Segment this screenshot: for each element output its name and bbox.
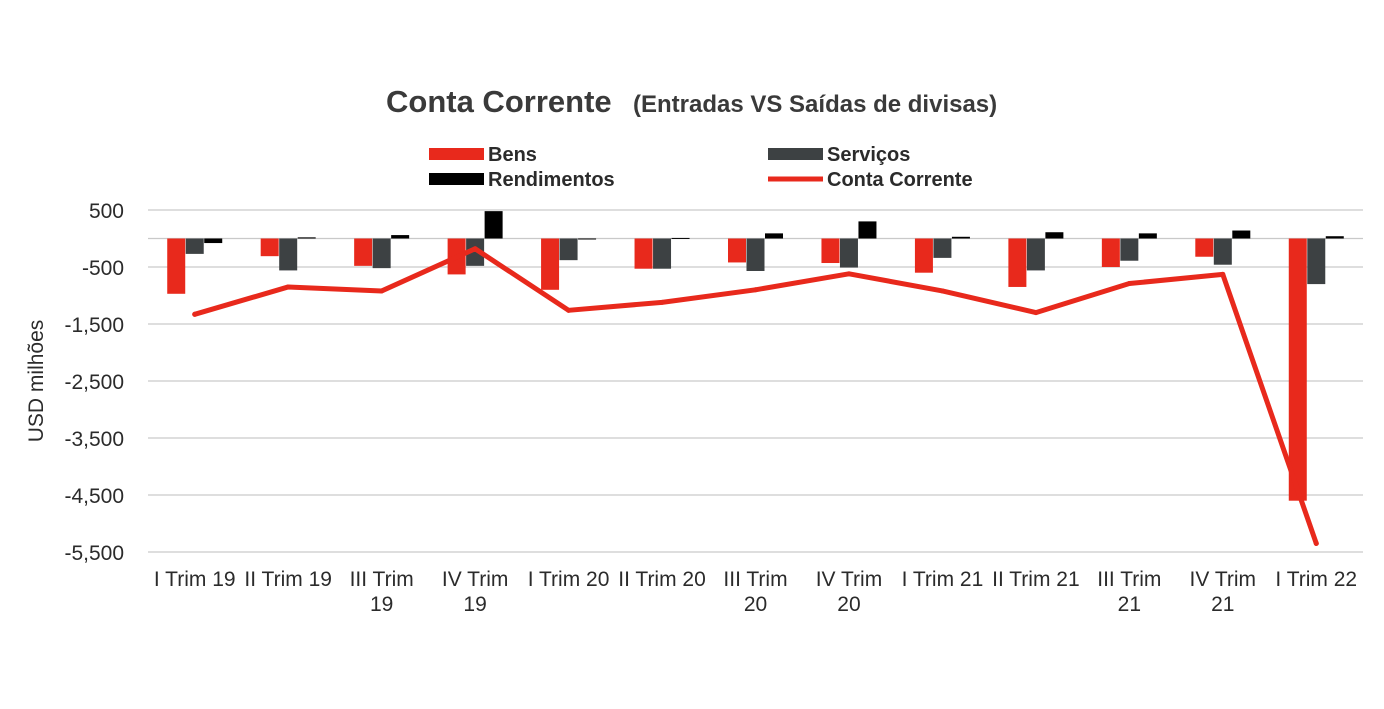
x-axis-ticks: I Trim 19 II Trim 19 III Trim 19 IV Trim 19 I … (154, 568, 1357, 616)
bar-servi-os (1120, 238, 1139, 261)
bar-rendimentos (858, 221, 877, 239)
bar-bens (260, 238, 279, 257)
y-axis-label: USD milhões (25, 320, 48, 443)
line-series (192, 246, 1319, 546)
line-point (1220, 271, 1226, 277)
legend-swatch (429, 173, 484, 185)
x-tick-label: IV Trim 19 (442, 568, 509, 616)
x-tick-label: I Trim 20 (528, 568, 610, 591)
bar-servi-os (653, 238, 672, 269)
y-tick-label: -500 (82, 257, 124, 280)
bar-servi-os (1026, 238, 1045, 271)
bar-servi-os (933, 238, 952, 258)
bar-servi-os (839, 238, 858, 268)
bar-bens (634, 238, 653, 269)
x-tick-label: I Trim 21 (902, 568, 984, 591)
bar-bens (1008, 238, 1027, 287)
legend-item: Conta Corrente (768, 169, 973, 191)
bar-rendimentos (765, 233, 783, 239)
bar-rendimentos (951, 236, 970, 239)
x-tick-label: III Trim 21 (1097, 568, 1161, 616)
bar-servi-os (185, 238, 204, 254)
bar-rendimentos (1138, 233, 1157, 239)
x-tick-label: II Trim 19 (244, 568, 332, 591)
bar-servi-os (746, 238, 765, 271)
bar-bens (821, 238, 840, 264)
line-point (1033, 310, 1039, 316)
chart-subtitle: (Entradas VS Saídas de divisas) (633, 91, 997, 118)
legend-label: Serviços (827, 144, 910, 166)
bar-bens (541, 238, 560, 290)
y-tick-label: -3,500 (64, 428, 124, 451)
legend-label: Rendimentos (488, 169, 615, 191)
bar-bens (1195, 238, 1214, 257)
legend-item: Rendimentos (429, 169, 615, 191)
chart-title: Conta Corrente (386, 84, 612, 119)
legend-label: Bens (488, 144, 537, 166)
x-tick-label: I Trim 22 (1275, 568, 1357, 591)
line-point (753, 287, 758, 293)
line-conta-corrente (192, 246, 1319, 546)
y-tick-label: -1,500 (64, 314, 124, 337)
bar-servi-os (1213, 238, 1232, 265)
bar-bens (167, 238, 186, 294)
bar-bens (1101, 238, 1120, 267)
line-point (939, 288, 945, 294)
bar-rendimentos (1325, 236, 1344, 239)
line-point (472, 246, 478, 252)
bar-rendimentos (1045, 232, 1064, 239)
bar-bens (728, 238, 746, 263)
bars (167, 211, 1344, 501)
legend-swatch (768, 148, 823, 160)
y-tick-label: -5,500 (64, 542, 124, 565)
bar-servi-os (279, 238, 298, 271)
bar-rendimentos (671, 237, 690, 239)
legend-item: Serviços (768, 144, 910, 166)
bar-rendimentos (391, 235, 410, 239)
x-tick-label: III Trim 20 (723, 568, 787, 616)
bar-bens (914, 238, 933, 273)
bar-servi-os (559, 238, 578, 261)
y-tick-label: -2,500 (64, 371, 124, 394)
line-point (1313, 540, 1319, 546)
bar-servi-os (466, 238, 485, 266)
bar-rendimentos (484, 211, 503, 239)
bar-servi-os (1307, 238, 1326, 285)
line-point (1126, 281, 1132, 287)
bar-rendimentos (297, 237, 316, 239)
x-tick-label: II Trim 20 (618, 568, 706, 591)
legend-item: Bens (429, 144, 537, 166)
bar-bens (1288, 238, 1307, 501)
line-point (379, 288, 385, 294)
x-tick-label: IV Trim 21 (1190, 568, 1257, 616)
x-tick-label: II Trim 21 (992, 568, 1080, 591)
line-point (285, 284, 291, 290)
y-axis-ticks: 500 -500 -1,500 -2,500 -3,500 -4,500 -5,500 (64, 200, 124, 565)
legend: Bens Serviços Rendimentos Conta Corrente (429, 144, 973, 191)
bar-rendimentos (204, 238, 223, 244)
x-tick-label: IV Trim 20 (816, 568, 883, 616)
line-point (192, 311, 198, 317)
bar-rendimentos (578, 238, 597, 240)
x-tick-label: I Trim 19 (154, 568, 236, 591)
legend-swatch (429, 148, 484, 160)
bar-rendimentos (1232, 230, 1251, 239)
line-point (566, 307, 572, 313)
line-point (659, 299, 665, 305)
x-tick-label: III Trim 19 (350, 568, 414, 616)
y-tick-label: -4,500 (64, 485, 124, 508)
bar-servi-os (372, 238, 391, 269)
bar-bens (354, 238, 373, 266)
y-tick-label: 500 (89, 200, 124, 223)
line-point (846, 271, 852, 277)
legend-label: Conta Corrente (827, 169, 973, 191)
